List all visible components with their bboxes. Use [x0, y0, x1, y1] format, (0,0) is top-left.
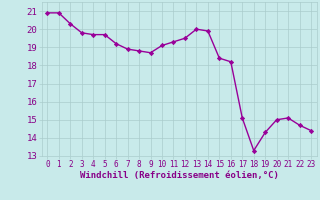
- X-axis label: Windchill (Refroidissement éolien,°C): Windchill (Refroidissement éolien,°C): [80, 171, 279, 180]
